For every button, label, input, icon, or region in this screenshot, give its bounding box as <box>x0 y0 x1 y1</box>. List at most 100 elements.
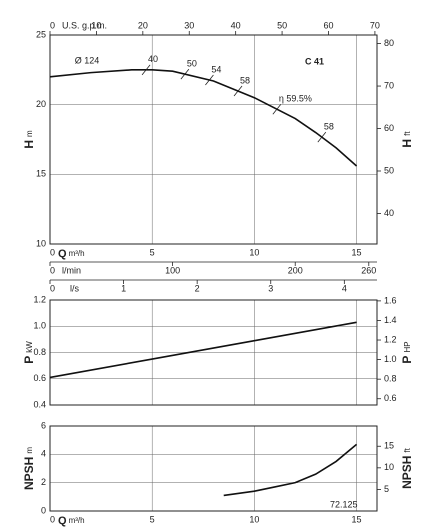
y2-tick-label: 70 <box>384 80 394 90</box>
efficiency-tick <box>272 103 282 115</box>
annotation: 58 <box>324 122 334 132</box>
y-tick-label: 2 <box>41 477 46 487</box>
extra-axis-tick-label: 200 <box>288 265 303 275</box>
y-tick-label: 0 <box>41 505 46 515</box>
y2-axis-title: Hft <box>400 131 414 148</box>
efficiency-tick <box>233 85 243 97</box>
x-tick-label: 10 <box>249 514 259 524</box>
y-tick-label: 0.6 <box>33 373 46 383</box>
y-tick-label: 10 <box>36 238 46 248</box>
extra-axis-tick-label: 60 <box>323 20 333 30</box>
y-axis-title: Hm <box>22 130 36 149</box>
annotation: 40 <box>148 54 158 64</box>
y2-tick-label: 1.0 <box>384 354 397 364</box>
extra-axis-title: U.S. g.p.m. <box>62 20 107 30</box>
extra-axis-tick-label: 260 <box>361 265 376 275</box>
plot-frame <box>49 299 378 406</box>
extra-axis-tick-label: 0 <box>50 20 55 30</box>
y-tick-label: 15 <box>36 169 46 179</box>
curve <box>223 443 358 497</box>
chart-title: C 41 <box>305 56 324 66</box>
y2-tick-label: 0.8 <box>384 374 397 384</box>
y2-tick-label: 1.2 <box>384 334 397 344</box>
y2-axis-title-unit: ft <box>403 447 412 452</box>
y2-axis-title-name: H <box>400 139 414 148</box>
y2-tick-label: 40 <box>384 208 394 218</box>
y-tick-label: 0.8 <box>33 347 46 357</box>
efficiency-tick <box>317 131 327 143</box>
extra-axis-tick-label: 70 <box>370 20 380 30</box>
y-tick-label: 25 <box>36 29 46 39</box>
x-axis-name: Q <box>58 515 67 527</box>
extra-axis-tick-label: 10 <box>91 20 101 30</box>
y2-tick-label: 10 <box>384 462 394 472</box>
x-axis-name: Q <box>58 248 67 260</box>
extra-axis-tick-label: 0 <box>50 283 55 293</box>
y-axis-title-name: NPSH <box>22 457 36 490</box>
extra-axis-tick-label: 50 <box>277 20 287 30</box>
y2-axis-title: P HP <box>400 341 414 363</box>
extra-axis-tick-label: 0 <box>50 265 55 275</box>
x-tick-label: 10 <box>249 247 259 257</box>
extra-axis-tick-label: 20 <box>138 20 148 30</box>
y2-tick-label: 50 <box>384 165 394 175</box>
y2-tick-label: 60 <box>384 123 394 133</box>
y2-tick-label: 15 <box>384 441 394 451</box>
extra-axis-title: l/s <box>70 283 80 293</box>
annotation: 58 <box>240 75 250 85</box>
y-axis-title: NPSH m <box>22 447 36 490</box>
extra-axis-tick-label: 30 <box>184 20 194 30</box>
y-tick-label: 6 <box>41 420 46 430</box>
x-tick-label: 0 <box>50 247 55 257</box>
y-tick-label: 0.4 <box>33 399 46 409</box>
y2-axis-title-unit: HP <box>403 341 412 352</box>
annotation: Ø 124 <box>75 56 100 66</box>
extra-axis-tick-label: 100 <box>165 265 180 275</box>
y-axis-title-unit: kW <box>25 341 34 353</box>
y-axis-title-name: H <box>22 140 36 149</box>
y-axis-title-name: P <box>22 356 36 364</box>
y2-tick-label: 5 <box>384 484 389 494</box>
annotation: 54 <box>211 64 221 74</box>
y2-tick-label: 0.6 <box>384 393 397 403</box>
y2-axis-title-unit: ft <box>403 131 412 136</box>
extra-axis-tick-label: 1 <box>121 283 126 293</box>
annotation: 50 <box>187 59 197 69</box>
x-tick-label: 0 <box>50 514 55 524</box>
x-tick-label: 5 <box>150 514 155 524</box>
y-tick-label: 20 <box>36 99 46 109</box>
y2-tick-label: 1.4 <box>384 315 397 325</box>
x-axis-unit: m³/h <box>69 516 85 525</box>
plot-frame <box>49 34 378 245</box>
curve <box>49 321 357 379</box>
x-axis-unit: m³/h <box>69 249 85 258</box>
efficiency-tick <box>141 64 151 76</box>
y2-axis-title: NPSH ft <box>400 447 414 489</box>
y-tick-label: 1.0 <box>33 321 46 331</box>
y-tick-label: 4 <box>41 449 46 459</box>
footnote: 72.125 <box>330 499 358 509</box>
y2-tick-label: 1.6 <box>384 295 397 305</box>
y2-tick-label: 80 <box>384 38 394 48</box>
y2-axis-title-name: NPSH <box>400 456 414 489</box>
plot-frame <box>49 425 378 512</box>
extra-axis-tick-label: 3 <box>268 283 273 293</box>
x-tick-label: 5 <box>150 247 155 257</box>
y2-axis-title-name: P <box>400 356 414 364</box>
annotation: η 59.5% <box>279 94 312 104</box>
x-tick-label: 15 <box>352 514 362 524</box>
y-tick-label: 1.2 <box>33 294 46 304</box>
y-axis-title-unit: m <box>25 447 34 454</box>
extra-axis-title: l/min <box>62 265 81 275</box>
curve <box>49 69 358 167</box>
extra-axis-tick-label: 40 <box>231 20 241 30</box>
x-tick-label: 15 <box>352 247 362 257</box>
efficiency-tick <box>180 68 190 80</box>
y-axis-title: PkW <box>22 341 36 364</box>
y-axis-title-unit: m <box>25 130 34 137</box>
extra-axis-tick-label: 4 <box>342 283 347 293</box>
extra-axis-tick-label: 2 <box>195 283 200 293</box>
